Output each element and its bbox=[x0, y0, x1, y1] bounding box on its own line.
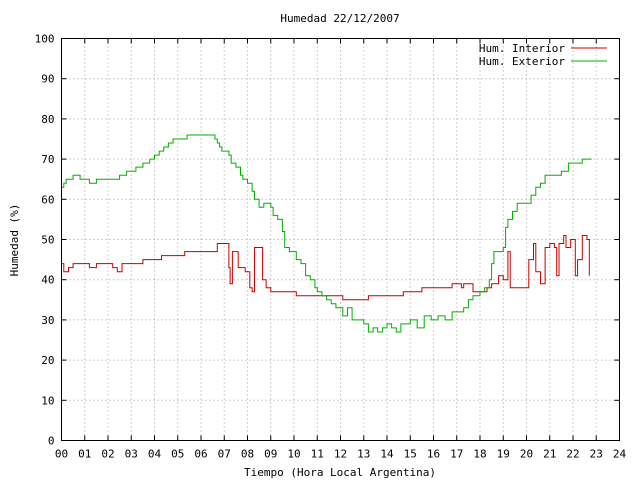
x-axis: 00 01 02 03 04 05 06 07 08 09 10 11 12 13 14 15 16 17 18 19… bbox=[55, 38, 627, 461]
y-tick-label: 0 bbox=[48, 435, 55, 448]
x-tick-label: 06 bbox=[194, 448, 207, 461]
legend-label-exterior: Hum. Exterior bbox=[479, 55, 565, 68]
y-tick-label: 80 bbox=[41, 113, 54, 126]
x-tick-label: 08 bbox=[241, 448, 254, 461]
x-tick-label: 17 bbox=[450, 448, 463, 461]
x-tick-label: 05 bbox=[171, 448, 184, 461]
x-tick-label: 04 bbox=[148, 448, 162, 461]
y-tick-label: 60 bbox=[41, 193, 54, 206]
x-tick-label: 24 bbox=[613, 448, 627, 461]
series-line-exterior bbox=[61, 134, 592, 333]
x-tick-label: 20 bbox=[520, 448, 533, 461]
x-tick-label: 19 bbox=[497, 448, 510, 461]
legend: Hum. Interior Hum. Exterior bbox=[479, 42, 607, 68]
x-tick-label: 07 bbox=[218, 448, 231, 461]
x-tick-label: 18 bbox=[473, 448, 486, 461]
x-tick-label: 16 bbox=[427, 448, 440, 461]
y-tick-label: 20 bbox=[41, 354, 54, 367]
x-tick-label: 22 bbox=[566, 448, 579, 461]
y-tick-label: 50 bbox=[41, 234, 54, 247]
x-axis-label: Tiempo (Hora Local Argentina) bbox=[244, 466, 436, 479]
x-tick-label: 01 bbox=[78, 448, 91, 461]
x-tick-label: 15 bbox=[404, 448, 417, 461]
x-tick-label: 03 bbox=[125, 448, 138, 461]
y-tick-label: 100 bbox=[35, 33, 55, 46]
legend-label-interior: Hum. Interior bbox=[479, 42, 565, 55]
y-axis: 0 10 20 30 40 50 60 70 80 90 100 bbox=[35, 33, 620, 448]
x-tick-label: 11 bbox=[311, 448, 324, 461]
series-lines bbox=[61, 134, 592, 333]
x-tick-label: 21 bbox=[543, 448, 556, 461]
y-axis-label: Humedad (%) bbox=[8, 204, 21, 277]
x-tick-label: 23 bbox=[590, 448, 603, 461]
grid bbox=[61, 38, 620, 441]
y-tick-label: 90 bbox=[41, 73, 54, 86]
x-tick-label: 10 bbox=[287, 448, 300, 461]
x-tick-label: 09 bbox=[264, 448, 277, 461]
x-tick-label: 13 bbox=[357, 448, 370, 461]
plot-frame bbox=[61, 38, 620, 441]
x-tick-label: 00 bbox=[55, 448, 68, 461]
y-tick-label: 70 bbox=[41, 153, 54, 166]
x-tick-label: 12 bbox=[334, 448, 347, 461]
x-tick-label: 14 bbox=[380, 448, 394, 461]
y-tick-label: 30 bbox=[41, 314, 54, 327]
series-line-interior bbox=[61, 235, 590, 301]
y-tick-label: 10 bbox=[41, 394, 54, 407]
x-tick-label: 02 bbox=[101, 448, 114, 461]
chart-title: Humedad 22/12/2007 bbox=[280, 12, 399, 25]
y-tick-label: 40 bbox=[41, 274, 54, 287]
